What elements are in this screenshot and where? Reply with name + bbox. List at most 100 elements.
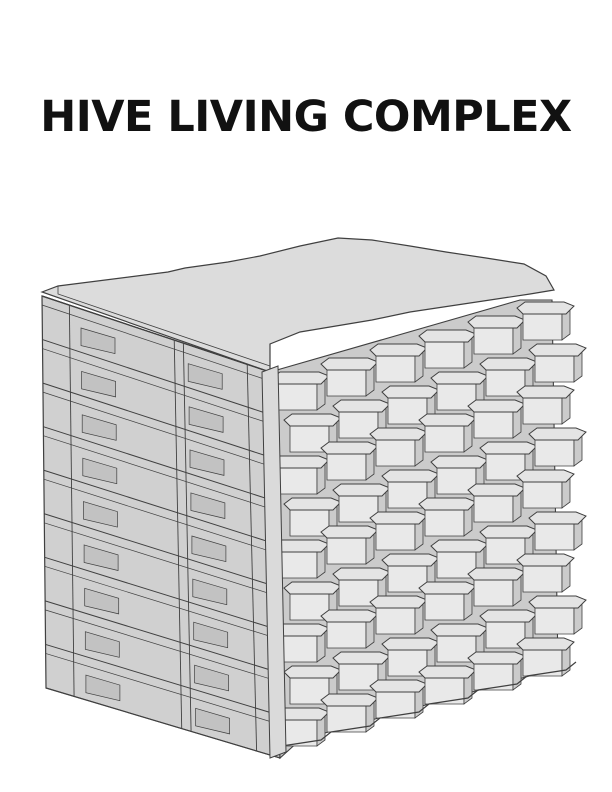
cell-slab <box>271 371 330 385</box>
left-window-recess <box>193 621 229 649</box>
roof <box>40 237 555 373</box>
left-slab-edge <box>42 348 272 425</box>
cell-slab <box>320 609 379 623</box>
cell-glazing <box>534 437 575 467</box>
cell-slab <box>528 343 587 357</box>
cell-slab <box>381 469 440 483</box>
left-window-recess <box>83 501 118 528</box>
cell-glazing <box>473 577 514 607</box>
cell-glazing <box>277 549 318 579</box>
cell-slab <box>467 567 526 581</box>
cell-glazing <box>522 563 563 593</box>
left-window-recess <box>189 449 225 476</box>
cell-slab <box>430 455 489 469</box>
cell-slab <box>381 553 440 567</box>
cell-glazing <box>534 521 575 551</box>
left-floor-line <box>43 469 275 545</box>
roof-edge <box>41 295 271 373</box>
left-pilaster-line <box>246 364 258 752</box>
left-pilaster-line <box>182 343 192 732</box>
cell-slab <box>369 511 428 525</box>
cell-slab <box>320 357 379 371</box>
left-window-recess <box>84 631 120 658</box>
cell-glazing <box>424 339 465 369</box>
cell-slab <box>516 301 575 315</box>
left-floor-line <box>43 426 274 502</box>
cell-slab <box>320 693 379 707</box>
left-window-recess <box>83 544 119 571</box>
left-window-recess <box>82 457 118 485</box>
cell-glazing <box>473 325 514 355</box>
cell-glazing <box>522 311 563 341</box>
cell-slab <box>479 609 538 623</box>
left-window-recess <box>81 370 116 398</box>
page-title: HIVE LIVING COMPLEX <box>40 92 572 142</box>
cell-glazing <box>326 451 367 481</box>
left-window-recess <box>188 406 224 433</box>
cell-slab <box>283 581 342 595</box>
cell-slab <box>320 441 379 455</box>
cell-slab <box>381 385 440 399</box>
cell-glazing <box>326 535 367 565</box>
left-facade <box>41 295 281 759</box>
left-floor-line <box>44 556 277 630</box>
cell-slab <box>332 483 391 497</box>
cell-slab <box>479 441 538 455</box>
cell-glazing <box>375 353 416 383</box>
cell-glazing <box>473 409 514 439</box>
left-floor-line <box>45 643 280 716</box>
left-slab-edge <box>42 391 273 468</box>
cell-slab <box>430 539 489 553</box>
left-window-recess <box>84 587 120 615</box>
cell-glazing <box>522 479 563 509</box>
cell-slab <box>332 651 391 665</box>
left-window-recess <box>85 674 121 702</box>
cell-glazing <box>375 605 416 635</box>
cell-slab <box>283 665 342 679</box>
left-window-recess <box>80 327 116 355</box>
left-floor-line <box>45 687 281 759</box>
left-slab-edge <box>41 304 271 382</box>
left-slab-edge <box>44 565 277 639</box>
left-pilaster-line <box>68 305 75 697</box>
cell-slab <box>418 581 477 595</box>
cell-slab <box>430 623 489 637</box>
cell-slab <box>418 665 477 679</box>
cell-slab <box>467 315 526 329</box>
cell-slab <box>369 679 428 693</box>
cell-slab <box>418 413 477 427</box>
left-slab-edge <box>44 522 276 596</box>
cell-slab <box>332 567 391 581</box>
cell-glazing <box>473 493 514 523</box>
cell-glazing <box>326 619 367 649</box>
cell-slab <box>467 483 526 497</box>
roof-plate <box>40 237 555 373</box>
cell-slab <box>320 525 379 539</box>
cell-slab <box>479 525 538 539</box>
cell-slab <box>381 637 440 651</box>
cell-slab <box>332 399 391 413</box>
cell-slab <box>418 497 477 511</box>
cell-slab <box>283 497 342 511</box>
cell-slab <box>516 637 575 651</box>
cell-slab <box>369 427 428 441</box>
cell-glazing <box>522 395 563 425</box>
cell-slab <box>528 511 587 525</box>
cell-slab <box>516 553 575 567</box>
cell-glazing <box>424 507 465 537</box>
cell-slab <box>369 343 428 357</box>
cell-glazing <box>277 465 318 495</box>
cell-slab <box>528 595 587 609</box>
left-window-recess <box>187 363 223 390</box>
cell-slab <box>467 399 526 413</box>
left-slab-edge <box>45 653 279 725</box>
left-window-recess <box>81 414 117 441</box>
cell-slab <box>430 371 489 385</box>
cell-slab <box>369 595 428 609</box>
cell-slab <box>467 651 526 665</box>
left-slab-edge <box>43 478 275 553</box>
cell-slab <box>516 385 575 399</box>
left-window-recess <box>190 492 226 519</box>
cell-glazing <box>375 437 416 467</box>
